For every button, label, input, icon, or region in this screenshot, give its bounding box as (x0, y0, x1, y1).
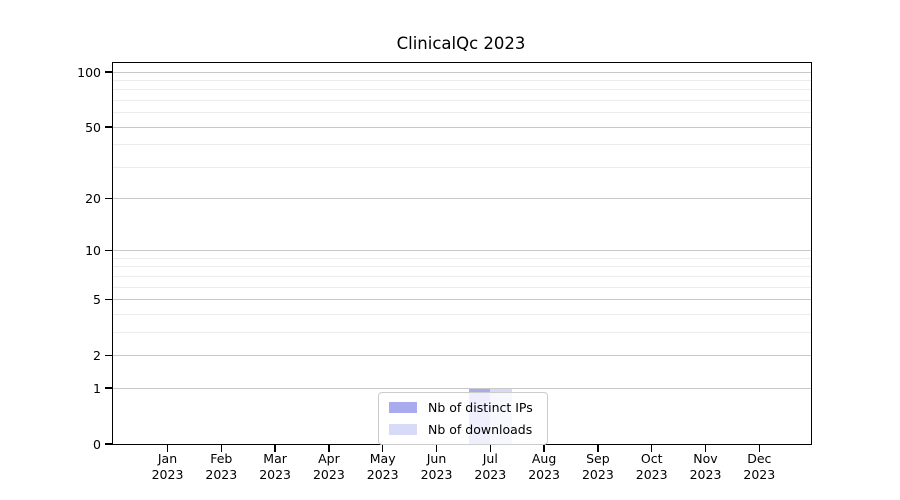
y-tick-mark (105, 443, 112, 445)
x-tick-label-may: May 2023 (366, 451, 399, 482)
y-minor-gridline (113, 313, 811, 315)
y-tick-mark (105, 298, 112, 301)
x-tick-label-aug: Aug 2023 (528, 451, 560, 482)
legend: Nb of distinct IPs Nb of downloads (378, 392, 548, 445)
x-tick-mark (704, 445, 707, 452)
y-minor-gridline (113, 99, 811, 101)
y-tick-label: 2 (93, 347, 101, 363)
x-tick-mark (382, 445, 384, 452)
legend-label-distinct-ips: Nb of distinct IPs (428, 400, 533, 415)
y-minor-gridline (113, 286, 811, 288)
x-tick-mark (651, 445, 653, 452)
x-tick-mark (274, 445, 276, 452)
legend-item-distinct-ips: Nb of distinct IPs (389, 400, 537, 415)
x-tick-mark (597, 445, 599, 452)
x-tick-mark (543, 445, 545, 452)
x-tick-mark (758, 445, 760, 452)
y-minor-gridline (113, 89, 811, 91)
x-tick-mark (328, 445, 330, 452)
y-tick-mark (105, 250, 112, 252)
y-minor-gridline (113, 331, 811, 333)
legend-swatch-distinct-ips (389, 402, 417, 413)
plot-area: Dec 2023 Nov 2023 Oct 2023 Sep 2023 Aug 2023… (77, 62, 812, 482)
y-major-gridline (113, 387, 811, 389)
y-tick-mark (105, 387, 112, 389)
y-tick-label: 10 (85, 243, 101, 259)
y-major-gridline (113, 250, 811, 252)
x-tick-label-jul: Jul 2023 (474, 451, 507, 482)
y-minor-gridline (113, 266, 811, 268)
x-tick-label-oct: Oct 2023 (635, 451, 668, 482)
x-tick-label-jan: Jan 2023 (151, 451, 184, 482)
x-tick-label-sep: Sep 2023 (581, 451, 614, 482)
y-major-gridline (113, 354, 811, 356)
y-minor-gridline (113, 275, 811, 277)
y-tick-label: 20 (85, 191, 101, 207)
x-tick-mark (166, 445, 169, 452)
y-major-gridline (113, 71, 811, 73)
y-tick-label: 50 (85, 119, 101, 135)
y-minor-gridline (113, 112, 811, 114)
y-tick-label: 0 (93, 436, 101, 452)
y-minor-gridline (113, 257, 811, 259)
x-tick-label-jun: Jun 2023 (420, 451, 453, 482)
legend-item-downloads: Nb of downloads (389, 422, 537, 437)
y-major-gridline (113, 126, 811, 128)
x-tick-label-apr: Apr 2023 (312, 451, 345, 482)
y-tick-mark (105, 71, 112, 73)
x-tick-label-dec: Dec 2023 (743, 451, 776, 482)
x-tick-mark (489, 445, 491, 452)
legend-swatch-downloads (389, 424, 417, 435)
legend-label-downloads: Nb of downloads (428, 422, 533, 437)
x-tick-label-nov: Nov 2023 (689, 451, 722, 482)
y-tick-mark (105, 197, 112, 200)
y-tick-label: 100 (77, 64, 101, 80)
x-tick-label-mar: Mar 2023 (259, 451, 291, 482)
y-tick-mark (105, 354, 112, 357)
x-tick-label-feb: Feb 2023 (205, 451, 238, 482)
y-major-gridline (113, 198, 811, 200)
y-tick-mark (105, 126, 112, 128)
y-tick-label: 5 (93, 292, 101, 308)
y-minor-gridline (113, 144, 811, 146)
y-minor-gridline (113, 166, 811, 168)
chart-title: ClinicalQc 2023 (396, 34, 526, 53)
x-tick-mark (435, 445, 438, 452)
y-major-gridline (113, 299, 811, 301)
y-tick-label: 1 (93, 380, 101, 396)
y-minor-gridline (113, 79, 811, 81)
x-tick-mark (220, 445, 222, 452)
